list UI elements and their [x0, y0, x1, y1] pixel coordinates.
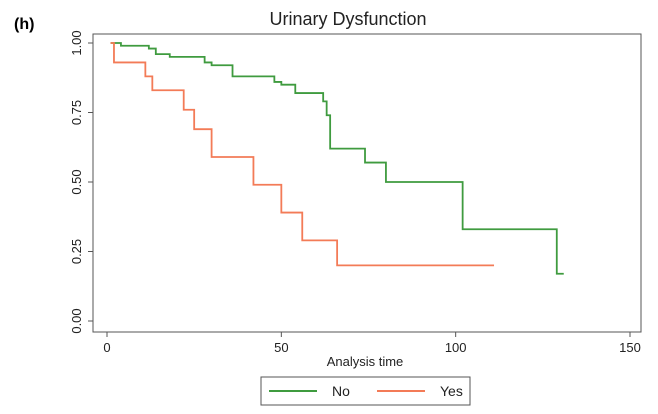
y-tick-label: 0.00 — [69, 308, 84, 333]
y-tick-label: 0.75 — [69, 100, 84, 125]
y-tick-label: 1.00 — [69, 30, 84, 55]
x-tick-label: 100 — [445, 340, 467, 355]
legend-label-no: No — [332, 383, 350, 399]
axes: 0 50 100 150 0.00 0.25 0.50 0.75 1.00 — [69, 30, 641, 355]
series-line-no — [110, 42, 564, 275]
series-line-yes — [110, 42, 495, 267]
y-tick-label: 0.50 — [69, 169, 84, 194]
y-tick-label: 0.25 — [69, 239, 84, 264]
legend: No Yes — [260, 376, 471, 406]
chart-title: Urinary Dysfunction — [269, 9, 426, 29]
x-tick-label: 0 — [103, 340, 110, 355]
x-axis-label: Analysis time — [327, 354, 404, 369]
legend-label-yes: Yes — [440, 383, 463, 399]
plot-area — [92, 33, 642, 333]
x-tick-label: 150 — [619, 340, 641, 355]
panel-label: (h) — [14, 16, 35, 33]
x-tick-label: 50 — [274, 340, 288, 355]
series-layer — [110, 42, 564, 275]
